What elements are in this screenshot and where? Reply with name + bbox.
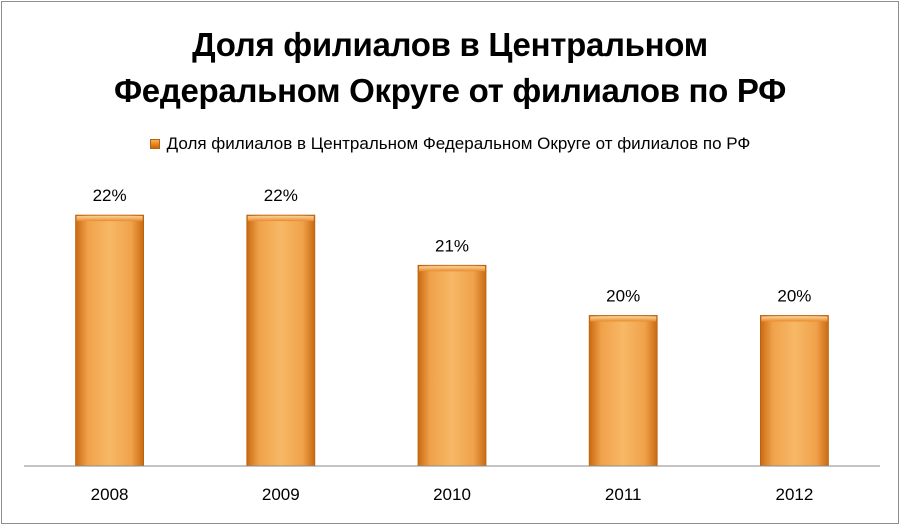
chart-title-line-2: Федеральном Округе от филиалов по РФ (113, 72, 787, 109)
chart-legend: Доля филиалов в Центральном Федеральном … (0, 134, 900, 154)
bar-bevel-2012 (761, 316, 828, 322)
legend-swatch-icon (149, 139, 160, 149)
x-tick-label-2012: 2012 (775, 485, 813, 504)
bar-bevel-2010 (419, 266, 485, 272)
bar-bevel-2011 (590, 316, 657, 322)
bar-2008 (75, 214, 144, 467)
bar-bevel-2009 (247, 216, 314, 222)
bar-body-2008 (75, 214, 144, 467)
bar-2010 (417, 264, 487, 467)
bar-2012 (760, 315, 829, 467)
data-label-2012: 20% (777, 286, 811, 305)
bar-bevel-2008 (76, 216, 143, 222)
x-tick-label-2010: 2010 (433, 485, 471, 504)
bars-layer (75, 214, 829, 467)
bar-body-2009 (246, 214, 316, 467)
x-tick-label-2008: 2008 (91, 485, 129, 504)
bar-2011 (588, 315, 658, 467)
chart-title: Доля филиалов в Центральном Федеральном … (0, 22, 900, 114)
x-tick-label-2009: 2009 (262, 485, 300, 504)
bar-body-2010 (417, 264, 487, 467)
bar-body-2011 (588, 315, 658, 467)
data-label-2009: 22% (264, 186, 298, 205)
bar-body-2012 (760, 315, 829, 467)
chart-title-line-1: Доля филиалов в Центральном (192, 26, 708, 63)
x-tick-label-2011: 2011 (605, 485, 642, 504)
bar-2009 (246, 214, 316, 467)
legend-label: Доля филиалов в Центральном Федеральном … (166, 134, 751, 153)
data-label-2010: 21% (435, 236, 469, 255)
data-label-2011: 20% (606, 286, 640, 305)
data-label-2008: 22% (93, 186, 127, 205)
labels-layer: 22% 2008 22% 2009 21% 2010 20% 2011 20% 2012 (91, 186, 814, 504)
